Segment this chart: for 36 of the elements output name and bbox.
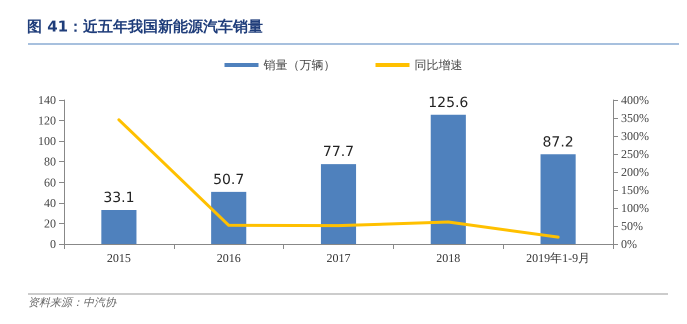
y2-tick-label: 400% — [621, 93, 649, 107]
data-label: 50.7 — [213, 172, 244, 188]
x-tick-label: 2019年1-9月 — [526, 251, 590, 265]
bar — [540, 154, 576, 244]
y-tick-label: 0 — [50, 237, 56, 251]
y2-tick-label: 350% — [621, 111, 649, 125]
y-tick-label: 120 — [38, 114, 56, 128]
x-tick-label: 2016 — [216, 251, 241, 265]
bar — [101, 210, 136, 244]
y-tick-label: 140 — [38, 93, 56, 107]
bar — [320, 164, 356, 244]
text: 资料来源：中汽协 — [28, 296, 117, 309]
y2-tick-label: 50% — [621, 219, 643, 233]
y2-tick-label: 250% — [621, 147, 649, 161]
y2-tick-label: 0% — [621, 237, 637, 251]
x-tick-label: 2017 — [326, 251, 350, 265]
bar — [211, 192, 246, 244]
data-label: 87.2 — [542, 134, 574, 150]
y2-tick-label: 150% — [621, 183, 649, 197]
y-tick-label: 60 — [44, 175, 56, 190]
bar — [430, 114, 466, 244]
y-tick-label: 100 — [38, 134, 56, 148]
data-label: 77.7 — [322, 144, 354, 160]
legend-label: 销量（万辆） — [262, 58, 336, 72]
data-label: 125.6 — [428, 94, 468, 111]
chart-title: 图 41：近五年我国新能源汽车销量 — [27, 18, 264, 36]
y-tick-label: 40 — [44, 196, 56, 210]
data-label: 33.1 — [103, 190, 134, 206]
legend-label: 同比增速 — [414, 58, 462, 72]
y-tick-label: 80 — [44, 154, 56, 169]
y2-tick-label: 300% — [621, 129, 649, 143]
x-tick-label: 2015 — [106, 251, 131, 265]
y-tick-label: 20 — [44, 216, 56, 230]
x-tick-label: 2018 — [436, 251, 460, 265]
y2-tick-label: 200% — [621, 165, 649, 179]
y2-tick-label: 100% — [621, 201, 649, 215]
